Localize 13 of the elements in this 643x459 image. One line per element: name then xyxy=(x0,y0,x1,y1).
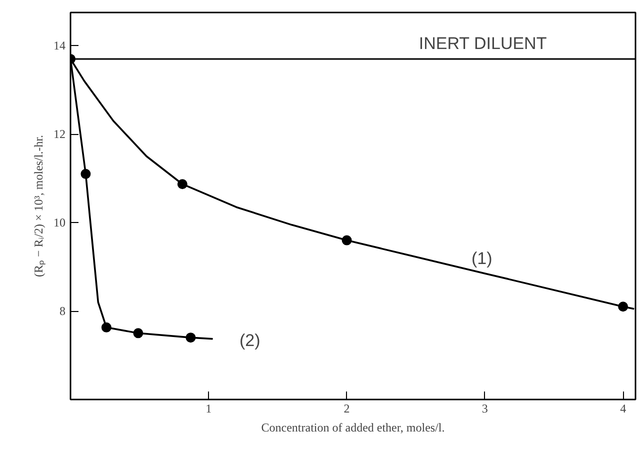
y-axis-title: (Rₚ − Rᵢ/2) × 10³, moles/l.-hr. xyxy=(32,134,46,278)
y-tick-label: 12 xyxy=(54,127,66,142)
x-tick-label: 3 xyxy=(482,402,488,416)
y-tick-label: 14 xyxy=(54,38,66,53)
annotation: (2) xyxy=(240,331,260,350)
y-tick-label: 8 xyxy=(60,304,66,318)
annotation: (1) xyxy=(472,249,492,268)
x-tick-label: 2 xyxy=(344,402,350,416)
ref-line-label: INERT DILUENT xyxy=(418,34,547,53)
x-tick-label: 4 xyxy=(620,402,626,416)
x-axis-title: Concentration of added ether, moles/l. xyxy=(261,420,445,434)
y-tick-label: 10 xyxy=(54,216,66,230)
x-tick-label: 1 xyxy=(206,402,212,416)
